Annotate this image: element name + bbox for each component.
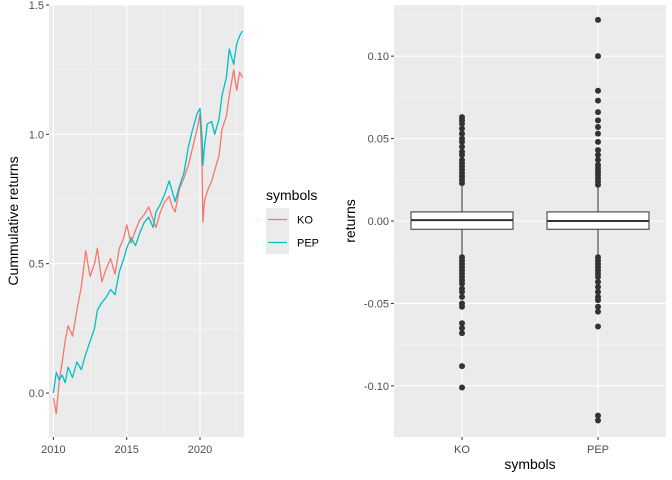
outlier-point-ko xyxy=(459,320,465,327)
right-x-axis-title: symbols xyxy=(504,456,555,472)
outlier-point-pep xyxy=(595,412,601,419)
series-line-pep xyxy=(52,30,244,394)
outlier-point-pep xyxy=(595,283,601,290)
outlier-point-ko xyxy=(459,325,465,332)
outlier-point-ko xyxy=(459,280,465,287)
outlier-point-pep xyxy=(595,308,601,315)
outlier-point-pep xyxy=(595,288,601,295)
right-ticks: -0.10 -0.05 0.00 0.05 0.10 KO PEP xyxy=(364,51,609,456)
outlier-point-ko xyxy=(459,135,465,142)
left-x-tick-label: 2010 xyxy=(41,444,65,456)
outlier-point-ko xyxy=(459,330,465,337)
outlier-point-ko xyxy=(459,125,465,132)
outlier-point-pep xyxy=(595,297,601,304)
right-y-tick-label: -0.10 xyxy=(364,381,389,393)
outlier-point-pep xyxy=(595,117,601,124)
right-boxes xyxy=(410,16,650,424)
outlier-point-ko xyxy=(459,130,465,137)
outlier-point-ko xyxy=(459,303,465,310)
outlier-point-pep xyxy=(595,303,601,310)
left-y-tick-label: 1.0 xyxy=(29,129,44,141)
outlier-point-pep xyxy=(595,53,601,60)
returns-boxplot: -0.10 -0.05 0.00 0.05 0.10 KO PEP returns symb… xyxy=(342,5,666,472)
left-x-tick-label: 2015 xyxy=(114,444,138,456)
outlier-point-ko xyxy=(459,156,465,163)
legend-label-ko: KO xyxy=(297,215,313,227)
outlier-point-pep xyxy=(595,279,601,286)
outlier-point-pep xyxy=(595,87,601,94)
legend-label-pep: PEP xyxy=(297,238,319,250)
legend-entries: KO PEP xyxy=(266,208,319,254)
outlier-point-pep xyxy=(595,323,601,330)
outlier-point-pep xyxy=(595,16,601,23)
left-y-tick-label: 0.0 xyxy=(29,388,44,400)
left-y-tick-label: 1.5 xyxy=(29,0,44,12)
left-grid xyxy=(49,4,244,437)
outlier-point-pep xyxy=(595,274,601,281)
right-x-tick-label: KO xyxy=(454,444,470,456)
outlier-point-ko xyxy=(459,384,465,391)
series-line-ko xyxy=(52,69,244,415)
outlier-point-ko xyxy=(459,288,465,295)
right-y-tick-label: 0.00 xyxy=(368,216,389,228)
right-y-tick-label: 0.10 xyxy=(368,51,389,63)
right-y-tick-label: -0.05 xyxy=(364,298,389,310)
outlier-point-ko xyxy=(459,114,465,121)
outlier-point-pep xyxy=(595,147,601,154)
left-series xyxy=(52,30,244,415)
outlier-point-pep xyxy=(595,161,601,168)
left-ticks: 0.0 0.5 1.0 1.5 2010 2015 2020 xyxy=(29,0,213,456)
left-y-tick-label: 0.5 xyxy=(29,259,44,271)
right-x-tick-label: PEP xyxy=(587,444,609,456)
outlier-point-pep xyxy=(595,109,601,116)
right-y-tick-label: 0.05 xyxy=(368,134,389,146)
outlier-point-ko xyxy=(459,363,465,370)
left-plot-panel xyxy=(49,5,244,437)
legend: symbols KO PEP xyxy=(266,187,319,254)
outlier-point-pep xyxy=(595,156,601,163)
outlier-point-pep xyxy=(595,152,601,159)
cumulative-returns-chart: 0.0 0.5 1.0 1.5 2010 2015 2020 Cummulative ret… xyxy=(5,0,244,456)
legend-title: symbols xyxy=(266,187,317,203)
outlier-point-ko xyxy=(459,143,465,150)
left-y-axis-title: Cummulative returns xyxy=(5,156,21,285)
outlier-point-pep xyxy=(595,417,601,424)
outlier-point-ko xyxy=(459,293,465,300)
right-y-axis-title: returns xyxy=(342,199,358,243)
outlier-point-pep xyxy=(595,130,601,137)
outlier-point-pep xyxy=(595,138,601,145)
outlier-point-pep xyxy=(595,97,601,104)
outlier-point-ko xyxy=(459,148,465,155)
left-x-tick-label: 2020 xyxy=(188,444,212,456)
outlier-point-pep xyxy=(595,124,601,131)
